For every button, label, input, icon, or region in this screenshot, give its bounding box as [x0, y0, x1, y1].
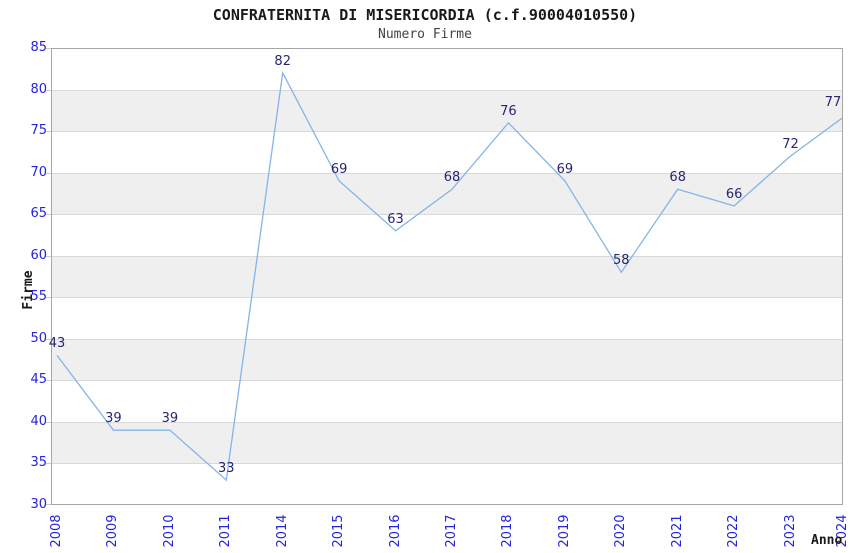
- gridline: [51, 297, 843, 299]
- y-tick-label: 30: [30, 497, 47, 512]
- line-chart-svg: [56, 70, 843, 482]
- gridline: [51, 172, 843, 174]
- y-tick-label: 50: [30, 330, 47, 346]
- grid-band: [51, 463, 843, 505]
- x-axis-title: Anno: [811, 533, 843, 548]
- x-tick-label: 2019: [556, 514, 572, 548]
- y-tick-label: 80: [30, 81, 47, 97]
- gridline: [51, 214, 843, 216]
- page-subtitle: Numero Firme: [378, 27, 472, 42]
- x-tick-label: 2014: [274, 514, 290, 548]
- grid-band: [51, 338, 843, 381]
- plot-area: [51, 48, 843, 505]
- gridline: [51, 380, 843, 382]
- grid-band: [51, 131, 843, 173]
- page-title: CONFRATERNITA DI MISERICORDIA (c.f.90004…: [212, 6, 638, 24]
- x-tick-label: 2011: [218, 514, 234, 548]
- x-tick-label: 2022: [726, 514, 742, 548]
- y-tick-label: 35: [30, 455, 47, 471]
- grid-band: [51, 48, 843, 90]
- y-tick-label: 40: [30, 413, 47, 429]
- grid-band: [51, 297, 843, 339]
- x-tick-label: 2008: [49, 514, 64, 548]
- gridline: [51, 131, 843, 133]
- x-tick-label: 2023: [782, 514, 798, 548]
- y-tick-label: 45: [30, 372, 47, 388]
- grid-band: [51, 214, 843, 256]
- x-tick-label: 2010: [161, 514, 177, 548]
- grid-band: [51, 421, 843, 464]
- grid-band: [51, 380, 843, 422]
- x-tick-label: 2021: [669, 514, 685, 548]
- x-tick-label: 2009: [105, 514, 121, 548]
- y-tick-label: 65: [30, 206, 47, 222]
- x-tick-label: 2015: [331, 514, 347, 548]
- x-tick-label: 2016: [387, 514, 403, 548]
- y-tick-label: 75: [30, 123, 47, 139]
- gridline: [51, 338, 843, 340]
- x-tick-label: 2020: [613, 514, 629, 548]
- gridline: [51, 255, 843, 257]
- gridline: [51, 463, 843, 465]
- grid-band: [51, 89, 843, 132]
- gridline: [51, 421, 843, 423]
- x-tick-label: 2017: [444, 514, 459, 548]
- series-line: [56, 70, 843, 482]
- grid-band: [51, 255, 843, 298]
- x-tick-label: 2018: [500, 514, 516, 548]
- y-axis-title: Firme: [21, 270, 36, 310]
- y-tick-label: 70: [30, 164, 47, 180]
- gridline: [51, 89, 843, 91]
- y-tick-label: 85: [30, 40, 47, 55]
